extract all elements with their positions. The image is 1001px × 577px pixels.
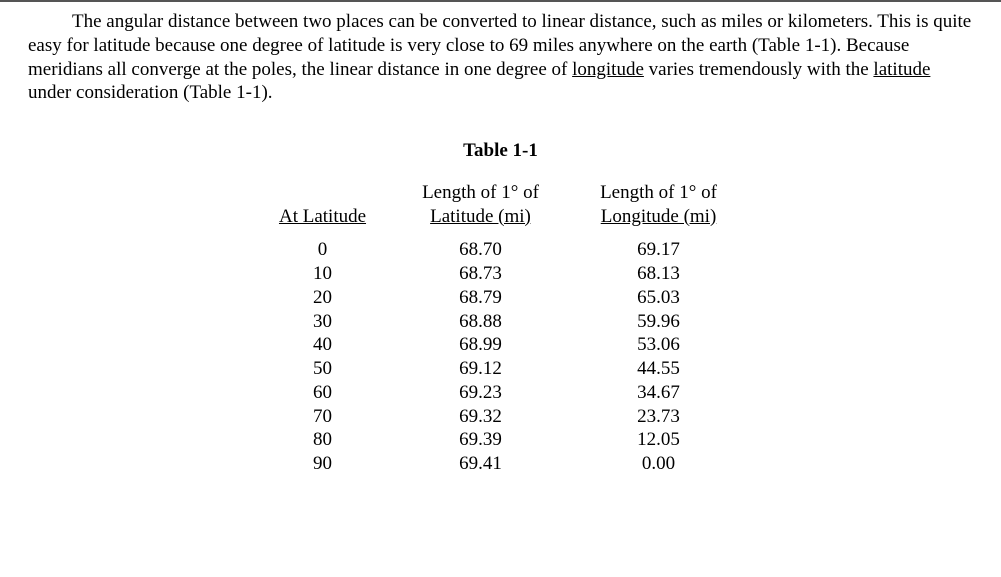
col-header-at-latitude-label: At Latitude [279, 205, 366, 229]
cell-len-lat: 68.99 [392, 333, 570, 357]
cell-len-lat: 68.88 [392, 310, 570, 334]
col3-line1: Length of 1° of [600, 182, 717, 203]
paragraph-text-mid: varies tremendously with the [644, 59, 874, 80]
cell-len-lon: 59.96 [570, 310, 748, 334]
cell-len-lat: 69.39 [392, 428, 570, 452]
cell-len-lat: 68.79 [392, 286, 570, 310]
cell-len-lon: 12.05 [570, 428, 748, 452]
table-row: 60 69.23 34.67 [254, 381, 748, 405]
cell-lat: 40 [254, 333, 392, 357]
paragraph-text-end: under consideration (Table 1-1). [28, 82, 273, 103]
table-row: 40 68.99 53.06 [254, 333, 748, 357]
lat-lon-table: At Latitude Length of 1° of Latitude (mi… [254, 181, 748, 476]
col2-line2: Latitude (mi) [430, 205, 531, 229]
cell-len-lon: 44.55 [570, 357, 748, 381]
table-row: 20 68.79 65.03 [254, 286, 748, 310]
cell-len-lat: 69.32 [392, 405, 570, 429]
cell-lat: 20 [254, 286, 392, 310]
col-header-at-latitude: At Latitude [254, 181, 392, 239]
cell-lat: 70 [254, 405, 392, 429]
underlined-latitude: latitude [873, 59, 930, 80]
cell-len-lat: 68.73 [392, 262, 570, 286]
table-row: 70 69.32 23.73 [254, 405, 748, 429]
col-header-length-latitude: Length of 1° of Latitude (mi) [392, 181, 570, 239]
col-header-length-longitude: Length of 1° of Longitude (mi) [570, 181, 748, 239]
table-row: 80 69.39 12.05 [254, 428, 748, 452]
cell-lat: 60 [254, 381, 392, 405]
cell-len-lon: 34.67 [570, 381, 748, 405]
cell-len-lon: 53.06 [570, 333, 748, 357]
table-row: 90 69.41 0.00 [254, 452, 748, 476]
cell-len-lon: 68.13 [570, 262, 748, 286]
table-body: 0 68.70 69.17 10 68.73 68.13 20 68.79 65… [254, 238, 748, 476]
cell-len-lon: 0.00 [570, 452, 748, 476]
intro-paragraph: The angular distance between two places … [28, 10, 973, 105]
table-row: 10 68.73 68.13 [254, 262, 748, 286]
table-row: 30 68.88 59.96 [254, 310, 748, 334]
cell-len-lat: 69.23 [392, 381, 570, 405]
cell-lat: 0 [254, 238, 392, 262]
cell-lat: 80 [254, 428, 392, 452]
cell-lat: 50 [254, 357, 392, 381]
cell-lat: 30 [254, 310, 392, 334]
cell-lat: 10 [254, 262, 392, 286]
col2-line1: Length of 1° of [422, 182, 539, 203]
col3-line2: Longitude (mi) [601, 205, 717, 229]
table-row: 0 68.70 69.17 [254, 238, 748, 262]
cell-len-lat: 69.41 [392, 452, 570, 476]
document-page: The angular distance between two places … [0, 0, 1001, 577]
table-header-row: At Latitude Length of 1° of Latitude (mi… [254, 181, 748, 239]
cell-lat: 90 [254, 452, 392, 476]
cell-len-lon: 23.73 [570, 405, 748, 429]
cell-len-lat: 68.70 [392, 238, 570, 262]
cell-len-lon: 69.17 [570, 238, 748, 262]
underlined-longitude: longitude [572, 59, 644, 80]
cell-len-lat: 69.12 [392, 357, 570, 381]
table-head: At Latitude Length of 1° of Latitude (mi… [254, 181, 748, 239]
cell-len-lon: 65.03 [570, 286, 748, 310]
table-title: Table 1-1 [28, 139, 973, 163]
table-row: 50 69.12 44.55 [254, 357, 748, 381]
